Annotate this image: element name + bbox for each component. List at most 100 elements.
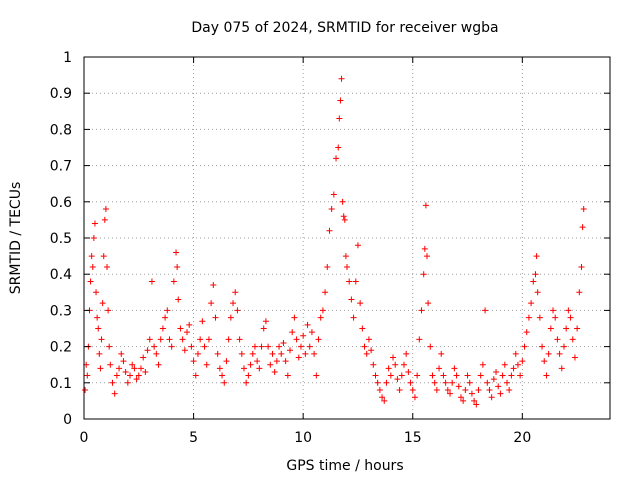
data-point (214, 350, 221, 357)
data-point (414, 372, 421, 379)
data-point (451, 365, 458, 372)
data-point (238, 350, 245, 357)
data-point (188, 343, 195, 350)
data-point (297, 343, 304, 350)
data-point (578, 263, 585, 270)
data-point (267, 361, 274, 368)
data-point (466, 379, 473, 386)
data-point (407, 379, 414, 386)
data-point (554, 336, 561, 343)
y-tick-label: 0.5 (50, 231, 72, 247)
data-point (247, 361, 254, 368)
data-point (376, 387, 383, 394)
data-point (423, 253, 430, 260)
data-point (418, 307, 425, 314)
data-point (387, 372, 394, 379)
y-tick-label: 0.3 (50, 303, 72, 319)
data-point (144, 347, 151, 354)
data-point (510, 365, 517, 372)
data-point (482, 307, 489, 314)
data-point (352, 278, 359, 285)
data-point (552, 314, 559, 321)
data-point (249, 350, 256, 357)
data-point (533, 253, 540, 260)
data-point (212, 314, 219, 321)
data-point (82, 387, 89, 394)
data-point (479, 361, 486, 368)
data-point (462, 387, 469, 394)
y-tick-label: 0.7 (50, 159, 72, 175)
x-tick-label: 0 (80, 430, 89, 446)
data-point (477, 372, 484, 379)
data-point (532, 271, 539, 278)
data-point (102, 206, 109, 213)
data-point (87, 278, 94, 285)
data-point (260, 325, 267, 332)
data-point (499, 372, 506, 379)
data-point (403, 350, 410, 357)
data-point (99, 300, 106, 307)
data-point (328, 206, 335, 213)
data-point (94, 314, 101, 321)
data-point (127, 372, 134, 379)
data-point (361, 343, 368, 350)
y-tick-label: 0.1 (50, 376, 72, 392)
data-point (175, 296, 182, 303)
data-point (495, 383, 502, 390)
data-point (330, 191, 337, 198)
data-point (146, 336, 153, 343)
data-point (98, 336, 105, 343)
y-tick-label: 0.9 (50, 86, 72, 102)
data-point (151, 343, 158, 350)
data-point (256, 365, 263, 372)
data-point (392, 361, 399, 368)
grid-lines (84, 57, 610, 419)
data-point (514, 361, 521, 368)
data-point (530, 278, 537, 285)
y-tick-labels: 0 0.1 0.2 0.3 0.4 0.5 0.6 0.7 0.8 0.9 1 (50, 50, 72, 428)
data-point (324, 263, 331, 270)
data-point (101, 216, 108, 223)
data-point (405, 368, 412, 375)
data-point (164, 307, 171, 314)
data-point (429, 372, 436, 379)
chart-title: Day 075 of 2024, SRMTID for receiver wgb… (191, 20, 498, 36)
data-point (97, 365, 104, 372)
data-point (545, 350, 552, 357)
data-point (199, 318, 206, 325)
data-point (186, 321, 193, 328)
data-point (359, 325, 366, 332)
data-point (567, 314, 574, 321)
data-point (153, 350, 160, 357)
data-point (269, 350, 276, 357)
data-point (547, 325, 554, 332)
data-point (109, 379, 116, 386)
data-point (374, 379, 381, 386)
data-point (370, 361, 377, 368)
data-point (497, 390, 504, 397)
data-point (508, 372, 515, 379)
data-point (396, 387, 403, 394)
data-point (433, 387, 440, 394)
data-point (265, 343, 272, 350)
data-point (447, 390, 454, 397)
data-point (105, 307, 112, 314)
plot-frame (83, 56, 611, 420)
data-point (409, 387, 416, 394)
data-point (201, 343, 208, 350)
data-point (550, 307, 557, 314)
data-point (523, 329, 530, 336)
data-point (304, 321, 311, 328)
data-point (236, 336, 243, 343)
y-tick-label: 0.6 (50, 195, 72, 211)
data-point (254, 358, 261, 365)
y-tick-label: 0.4 (50, 267, 72, 283)
data-point (315, 336, 322, 343)
data-point (453, 372, 460, 379)
data-point (519, 358, 526, 365)
data-point (357, 300, 364, 307)
data-point (287, 347, 294, 354)
data-point (162, 314, 169, 321)
data-point (88, 253, 95, 260)
data-point (192, 372, 199, 379)
